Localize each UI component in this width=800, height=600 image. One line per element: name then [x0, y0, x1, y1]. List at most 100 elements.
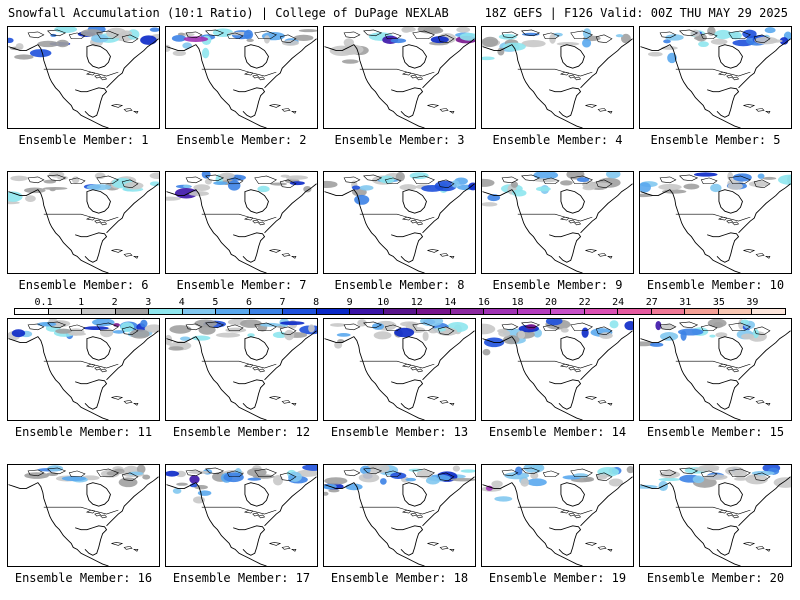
us-canada-border — [201, 68, 277, 77]
great-lake-outline — [258, 76, 266, 81]
caribbean-island-outline — [743, 104, 756, 108]
arctic-island-outline — [96, 322, 119, 332]
great-lake-outline — [243, 71, 254, 76]
arctic-island-outline — [595, 472, 613, 481]
atlantic-coastline — [738, 330, 791, 381]
colorbar-swatch — [450, 309, 485, 314]
us-canada-border — [201, 360, 277, 369]
hudson-bay-outline — [86, 336, 111, 361]
arctic-island-outline — [384, 32, 402, 40]
pacific-coastline — [8, 482, 109, 566]
colorbar-swatch — [350, 309, 384, 314]
great-lake-outline — [574, 368, 582, 373]
pacific-coastline — [166, 189, 267, 273]
great-lake-outline — [100, 221, 108, 226]
arctic-island-outline — [185, 31, 203, 39]
great-lake-outline — [732, 368, 740, 373]
gulf-coastline — [707, 525, 740, 556]
atlantic-coastline — [264, 38, 317, 89]
ensemble-member-map-11 — [7, 318, 160, 421]
gulf-coastline — [549, 87, 582, 118]
caribbean-island-outline — [133, 403, 139, 406]
atlantic-coastline — [264, 183, 317, 234]
hudson-bay-outline — [560, 336, 585, 361]
colorbar-tick-label: 4 — [178, 297, 185, 308]
great-lake-outline — [574, 514, 582, 519]
arctic-island-outline — [279, 472, 297, 481]
caribbean-island-outline — [743, 249, 756, 253]
colorbar-tick-label: 24 — [612, 297, 625, 308]
snowfall-field — [324, 172, 475, 205]
pacific-coastline — [640, 336, 741, 420]
atlantic-coastline — [106, 330, 159, 381]
hudson-bay-outline — [402, 189, 427, 214]
ensemble-member-label: Ensemble Member: 10 — [646, 278, 785, 292]
gulf-coastline — [707, 379, 740, 410]
arctic-island-outline — [679, 321, 699, 329]
snowfall-field — [329, 319, 469, 349]
north-america-map — [8, 172, 159, 273]
caribbean-island-outline — [111, 542, 124, 546]
arctic-island-outline — [226, 177, 244, 185]
great-lake-outline — [717, 509, 728, 514]
great-lake-outline — [100, 514, 108, 519]
hudson-bay-outline — [402, 482, 427, 507]
great-lake-outline — [94, 512, 102, 517]
colorbar-swatch — [718, 309, 753, 314]
colorbar-swatch — [417, 309, 451, 314]
colorbar-tick-label: 5 — [212, 297, 219, 308]
pacific-coastline — [324, 482, 425, 566]
snowfall-field — [8, 172, 159, 205]
colorbar-swatch — [149, 309, 183, 314]
great-lake-outline — [252, 219, 260, 224]
colorbar-swatch — [115, 309, 150, 314]
caribbean-island-outline — [111, 249, 124, 253]
ensemble-member-label: Ensemble Member: 16 — [14, 571, 153, 585]
great-lake-outline — [100, 76, 108, 81]
colorbar-swatch — [685, 309, 719, 314]
great-lake-outline — [416, 514, 424, 519]
great-lake-outline — [732, 76, 740, 81]
great-lake-outline — [568, 219, 576, 224]
arctic-island-outline — [68, 32, 86, 40]
ensemble-member-map-19 — [481, 464, 634, 567]
north-america-map — [482, 319, 633, 420]
ensemble-member-label: Ensemble Member: 11 — [14, 425, 153, 439]
pacific-coastline — [482, 44, 583, 128]
arctic-island-outline — [185, 176, 203, 184]
great-lake-outline — [559, 363, 570, 368]
pacific-coastline — [640, 44, 741, 128]
us-canada-border — [43, 506, 119, 515]
us-canada-border — [43, 213, 119, 222]
arctic-island-outline — [542, 177, 560, 185]
arctic-island-outline — [279, 179, 297, 188]
arctic-island-outline — [659, 176, 677, 184]
arctic-island-outline — [521, 29, 541, 37]
great-lake-outline — [416, 368, 424, 373]
pacific-coastline — [640, 189, 741, 273]
colorbar-tick-label: 1 — [78, 297, 85, 308]
arctic-island-outline — [96, 30, 119, 40]
us-canada-border — [201, 506, 277, 515]
arctic-island-outline — [27, 469, 45, 477]
north-america-map — [482, 28, 633, 128]
atlantic-coastline — [580, 330, 633, 381]
great-lake-outline — [401, 71, 412, 76]
snowfall-field — [166, 172, 312, 201]
gulf-coastline — [75, 232, 108, 263]
arctic-island-outline — [47, 174, 67, 182]
pacific-coastline — [166, 336, 267, 420]
caribbean-island-outline — [427, 542, 440, 546]
north-america-map — [324, 27, 475, 128]
great-lake-outline — [410, 74, 418, 79]
caribbean-island-outline — [607, 549, 613, 552]
great-lake-outline — [568, 366, 576, 371]
north-america-map — [324, 319, 475, 420]
hudson-bay-outline — [86, 189, 111, 214]
us-canada-border — [201, 213, 277, 222]
ensemble-member-map-6 — [7, 171, 160, 274]
great-lake-outline — [732, 221, 740, 226]
hudson-bay-outline — [560, 482, 585, 507]
caribbean-island-outline — [449, 403, 455, 406]
gulf-coastline — [549, 525, 582, 556]
